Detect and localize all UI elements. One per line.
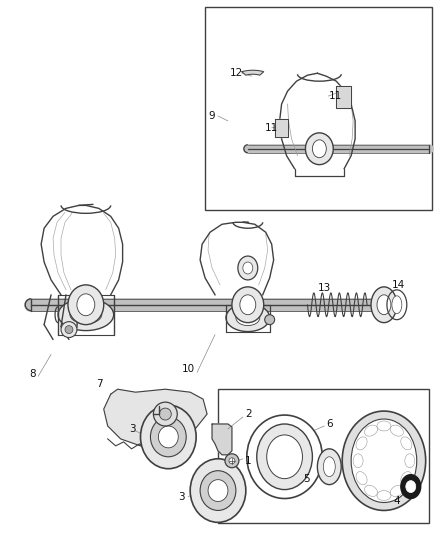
Text: 11: 11 (265, 123, 278, 133)
Ellipse shape (141, 405, 196, 469)
Bar (218, 389, 429, 523)
Text: 8: 8 (29, 369, 36, 379)
Text: 12: 12 (230, 68, 243, 78)
Ellipse shape (247, 415, 322, 498)
Ellipse shape (392, 296, 402, 314)
Ellipse shape (190, 459, 246, 522)
Circle shape (61, 321, 77, 337)
Circle shape (229, 458, 235, 464)
Text: 10: 10 (182, 365, 195, 374)
Circle shape (159, 408, 171, 420)
Text: 1: 1 (245, 456, 251, 466)
Ellipse shape (70, 306, 102, 324)
Ellipse shape (312, 140, 326, 158)
Ellipse shape (342, 411, 426, 511)
Ellipse shape (58, 299, 114, 330)
Ellipse shape (318, 449, 341, 484)
Text: 9: 9 (208, 111, 215, 121)
Ellipse shape (267, 435, 303, 479)
Text: 11: 11 (329, 91, 343, 101)
Ellipse shape (150, 417, 186, 457)
Text: 4: 4 (394, 496, 400, 505)
Ellipse shape (401, 475, 421, 498)
Circle shape (65, 326, 73, 334)
Text: 3: 3 (129, 424, 135, 434)
Polygon shape (242, 70, 264, 75)
Ellipse shape (243, 262, 253, 274)
Polygon shape (212, 424, 232, 455)
Polygon shape (104, 389, 207, 446)
Ellipse shape (200, 471, 236, 511)
Bar (205, 6, 431, 211)
Ellipse shape (371, 287, 397, 322)
Ellipse shape (226, 304, 270, 332)
Ellipse shape (238, 256, 258, 280)
Text: 7: 7 (96, 379, 103, 389)
Text: 5: 5 (303, 474, 309, 483)
Ellipse shape (68, 285, 104, 325)
Circle shape (225, 454, 239, 468)
Ellipse shape (77, 294, 95, 316)
Ellipse shape (232, 287, 264, 322)
Ellipse shape (240, 295, 256, 314)
Text: 3: 3 (179, 491, 185, 502)
Ellipse shape (377, 295, 391, 314)
Text: 2: 2 (245, 409, 251, 419)
Circle shape (153, 402, 177, 426)
Ellipse shape (323, 457, 335, 477)
Ellipse shape (305, 133, 333, 165)
Text: 14: 14 (392, 280, 406, 290)
Ellipse shape (159, 426, 178, 448)
Ellipse shape (257, 424, 312, 490)
Ellipse shape (236, 310, 260, 326)
Text: 13: 13 (318, 283, 331, 293)
Ellipse shape (208, 480, 228, 502)
Polygon shape (275, 119, 288, 137)
Text: 6: 6 (326, 419, 332, 429)
Circle shape (265, 314, 275, 325)
Ellipse shape (351, 419, 417, 503)
Polygon shape (336, 86, 351, 108)
Ellipse shape (406, 481, 416, 492)
